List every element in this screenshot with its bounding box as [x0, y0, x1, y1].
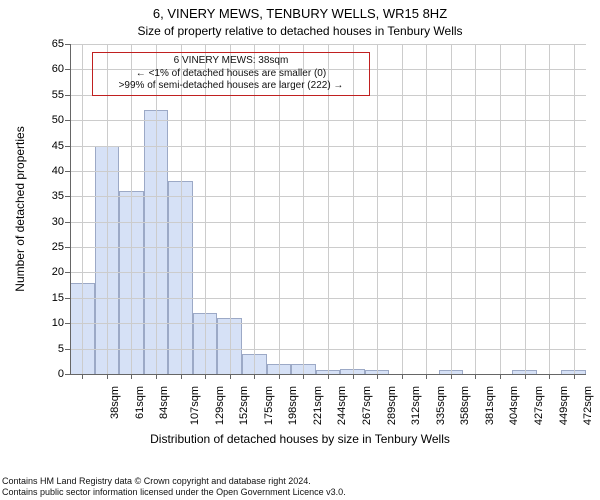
- grid-line: [402, 44, 403, 374]
- xtick-label: 175sqm: [263, 386, 275, 425]
- ytick-label: 65: [52, 38, 70, 50]
- xtick-label: 61sqm: [134, 386, 146, 419]
- xtick-label: 244sqm: [337, 386, 349, 425]
- grid-line: [525, 44, 526, 374]
- xtick-label: 38sqm: [109, 386, 121, 419]
- ytick-label: 20: [52, 266, 70, 278]
- grid-line: [500, 44, 501, 374]
- x-axis-label: Distribution of detached houses by size …: [0, 432, 600, 446]
- xtick-label: 107sqm: [189, 386, 201, 425]
- ytick-label: 40: [52, 165, 70, 177]
- footer-line: Contains public sector information licen…: [2, 487, 346, 498]
- xtick-label: 449sqm: [558, 386, 570, 425]
- ytick-label: 45: [52, 140, 70, 152]
- xtick-label: 404sqm: [509, 386, 521, 425]
- grid-line: [451, 44, 452, 374]
- ytick-label: 60: [52, 63, 70, 75]
- annotation-line: ← <1% of detached houses are smaller (0): [99, 68, 363, 81]
- annotation-line: >99% of semi-detached houses are larger …: [99, 80, 363, 93]
- annotation-box: 6 VINERY MEWS: 38sqm← <1% of detached ho…: [92, 52, 370, 96]
- xtick-label: 267sqm: [361, 386, 373, 425]
- ytick-label: 0: [58, 368, 70, 380]
- ytick-label: 15: [52, 292, 70, 304]
- axis-line: [70, 374, 586, 375]
- ytick-label: 50: [52, 114, 70, 126]
- ytick-label: 30: [52, 216, 70, 228]
- chart-title-main: 6, VINERY MEWS, TENBURY WELLS, WR15 8HZ: [0, 6, 600, 21]
- xtick-label: 335sqm: [435, 386, 447, 425]
- ytick-label: 5: [58, 343, 70, 355]
- ytick-label: 25: [52, 241, 70, 253]
- footer-attribution: Contains HM Land Registry data © Crown c…: [2, 476, 346, 499]
- axis-line: [70, 44, 71, 374]
- grid-line: [549, 44, 550, 374]
- annotation-line: 6 VINERY MEWS: 38sqm: [99, 55, 363, 68]
- footer-line: Contains HM Land Registry data © Crown c…: [2, 476, 346, 487]
- xtick-label: 152sqm: [238, 386, 250, 425]
- xtick-label: 312sqm: [410, 386, 422, 425]
- ytick-label: 35: [52, 190, 70, 202]
- xtick-label: 221sqm: [312, 386, 324, 425]
- xtick-label: 129sqm: [214, 386, 226, 425]
- grid-line: [426, 44, 427, 374]
- chart-title-sub: Size of property relative to detached ho…: [0, 24, 600, 38]
- chart-container: 6, VINERY MEWS, TENBURY WELLS, WR15 8HZ …: [0, 0, 600, 500]
- grid-line: [377, 44, 378, 374]
- y-axis-label: Number of detached properties: [13, 126, 27, 291]
- xtick-label: 198sqm: [287, 386, 299, 425]
- plot-area: 0510152025303540455055606538sqm61sqm84sq…: [70, 44, 586, 374]
- xtick-label: 358sqm: [459, 386, 471, 425]
- grid-line: [475, 44, 476, 374]
- xtick-label: 381sqm: [484, 386, 496, 425]
- grid-line: [82, 44, 83, 374]
- xtick-label: 427sqm: [533, 386, 545, 425]
- xtick-label: 84sqm: [158, 386, 170, 419]
- xtick-label: 289sqm: [386, 386, 398, 425]
- xtick-label: 472sqm: [582, 386, 594, 425]
- ytick-label: 55: [52, 89, 70, 101]
- grid-line: [574, 44, 575, 374]
- ytick-label: 10: [52, 317, 70, 329]
